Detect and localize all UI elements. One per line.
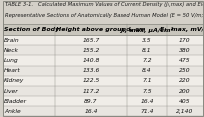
Text: Bladder: Bladder bbox=[4, 99, 27, 104]
Text: TABLE 3-1.   Calculated Maximum Values of Current Density (Jₜ,max) and Electric: TABLE 3-1. Calculated Maximum Values of … bbox=[5, 2, 204, 7]
Bar bbox=[3, 66, 203, 76]
Text: 89.7: 89.7 bbox=[84, 99, 98, 104]
Text: 2,140: 2,140 bbox=[176, 109, 194, 114]
Text: 475: 475 bbox=[179, 58, 191, 63]
Text: 7.1: 7.1 bbox=[142, 78, 152, 83]
Text: 220: 220 bbox=[179, 78, 191, 83]
Text: 7.2: 7.2 bbox=[142, 58, 152, 63]
Text: Ankle: Ankle bbox=[4, 109, 21, 114]
Text: 117.2: 117.2 bbox=[82, 88, 100, 93]
Text: 380: 380 bbox=[179, 48, 191, 53]
Bar bbox=[3, 35, 203, 45]
Text: 122.5: 122.5 bbox=[82, 78, 100, 83]
Text: 133.6: 133.6 bbox=[82, 68, 100, 73]
Text: 8.1: 8.1 bbox=[142, 48, 152, 53]
Bar bbox=[3, 86, 203, 96]
Text: 165.7: 165.7 bbox=[82, 38, 100, 43]
Text: Jₜ, max, μA/cm²: Jₜ, max, μA/cm² bbox=[120, 27, 174, 33]
Text: 170: 170 bbox=[179, 38, 191, 43]
Text: 16.4: 16.4 bbox=[84, 109, 98, 114]
Text: Kidney: Kidney bbox=[4, 78, 24, 83]
Text: 16.4: 16.4 bbox=[140, 99, 154, 104]
Text: Neck: Neck bbox=[4, 48, 19, 53]
Text: Brain: Brain bbox=[4, 38, 20, 43]
Text: 8.4: 8.4 bbox=[142, 68, 152, 73]
Text: 140.8: 140.8 bbox=[82, 58, 100, 63]
Text: Lung: Lung bbox=[4, 58, 19, 63]
Text: 7.5: 7.5 bbox=[142, 88, 152, 93]
Text: Heart: Heart bbox=[4, 68, 21, 73]
Text: 250: 250 bbox=[179, 68, 191, 73]
Bar bbox=[3, 45, 203, 55]
Text: 155.2: 155.2 bbox=[82, 48, 100, 53]
Text: Eₜ, max, mV/m: Eₜ, max, mV/m bbox=[160, 27, 204, 32]
Bar bbox=[3, 24, 203, 35]
Text: 71.4: 71.4 bbox=[140, 109, 154, 114]
Text: Section of Body: Section of Body bbox=[4, 27, 60, 32]
Text: 405: 405 bbox=[179, 99, 191, 104]
Text: Liver: Liver bbox=[4, 88, 19, 93]
Text: 200: 200 bbox=[179, 88, 191, 93]
Bar bbox=[3, 96, 203, 106]
Bar bbox=[3, 106, 203, 116]
Bar bbox=[3, 1, 203, 24]
Text: 3.5: 3.5 bbox=[142, 38, 152, 43]
Bar bbox=[3, 55, 203, 66]
Bar bbox=[3, 76, 203, 86]
Text: Height above ground, cm: Height above ground, cm bbox=[56, 27, 146, 32]
Text: Representative Sections of Anatomically Based Human Model (E = 50 V/m; B = 0.7: Representative Sections of Anatomically … bbox=[5, 13, 204, 18]
